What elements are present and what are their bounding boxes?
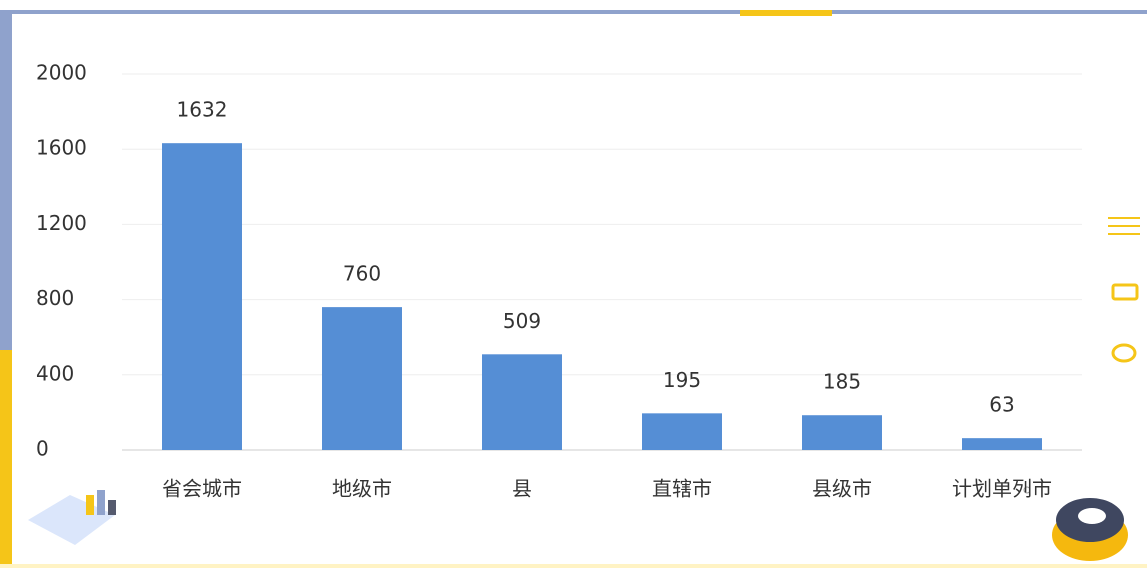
chart: 0 400 800 1200 1600 2000 省会城市 1632 地级市 760 县 509 直辖市… bbox=[0, 0, 1147, 568]
data-label: 63 bbox=[989, 393, 1014, 417]
x-tick-label: 县级市 bbox=[812, 477, 872, 501]
x-tick-label: 省会城市 bbox=[162, 477, 242, 501]
page: 0 400 800 1200 1600 2000 省会城市 1632 地级市 760 县 509 直辖市… bbox=[0, 0, 1147, 568]
data-label: 185 bbox=[823, 370, 861, 394]
y-tick-label: 2000 bbox=[36, 61, 87, 85]
y-tick-label: 400 bbox=[36, 361, 74, 385]
x-tick-label: 直辖市 bbox=[652, 477, 712, 501]
bar bbox=[162, 143, 242, 450]
left-accent bbox=[0, 350, 12, 568]
top-border bbox=[0, 10, 1147, 14]
bar bbox=[802, 415, 882, 450]
bottom-border bbox=[0, 564, 1147, 568]
bar bbox=[322, 307, 402, 450]
left-border bbox=[0, 10, 12, 350]
data-label: 1632 bbox=[177, 98, 228, 122]
x-tick-label: 地级市 bbox=[332, 477, 392, 501]
x-tick-label: 县 bbox=[512, 477, 532, 501]
data-label: 195 bbox=[663, 368, 701, 392]
data-label: 760 bbox=[343, 262, 381, 286]
top-accent bbox=[740, 10, 832, 16]
x-tick-label: 计划单列市 bbox=[952, 477, 1052, 501]
bar bbox=[642, 413, 722, 450]
y-tick-label: 1600 bbox=[36, 136, 87, 160]
y-tick-label: 1200 bbox=[36, 211, 87, 235]
y-tick-label: 0 bbox=[36, 437, 49, 461]
data-label: 509 bbox=[503, 309, 541, 333]
bar bbox=[482, 354, 562, 450]
y-tick-label: 800 bbox=[36, 286, 74, 310]
bar bbox=[962, 438, 1042, 450]
